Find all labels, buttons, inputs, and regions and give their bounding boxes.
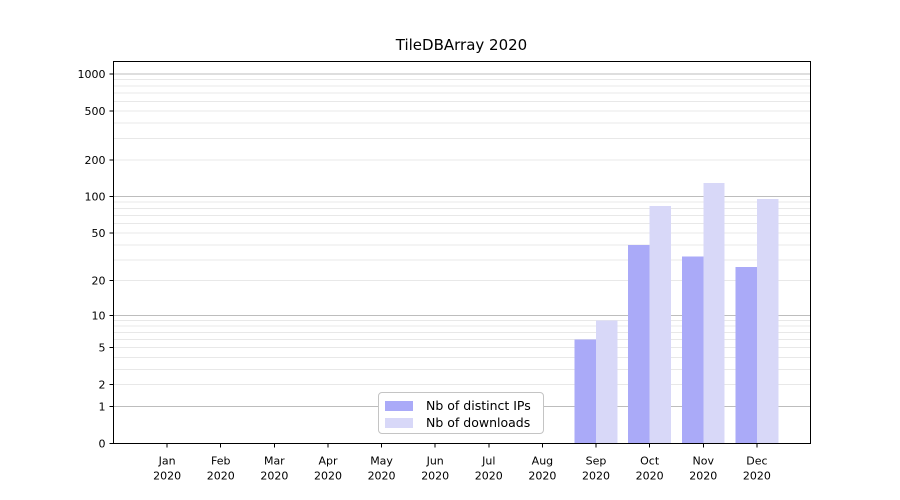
y-tick-label: 2 — [99, 379, 106, 392]
legend-label: Nb of downloads — [426, 415, 531, 430]
y-tick-label: 100 — [85, 191, 106, 204]
x-tick-label-year: 2020 — [207, 470, 235, 483]
x-tick-label-month: Jan — [158, 455, 176, 468]
legend-swatch-downloads — [385, 417, 413, 428]
x-tick-label-month: Nov — [693, 455, 715, 468]
x-tick-label-year: 2020 — [636, 470, 664, 483]
bar-downloads-oct — [649, 205, 672, 444]
legend-label: Nb of distinct IPs — [426, 398, 531, 413]
bar-distinct_ips-dec — [735, 267, 757, 444]
x-tick-label-month: Feb — [211, 455, 230, 468]
legend-item-distinct-ips: Nb of distinct IPs — [385, 397, 543, 414]
y-tick-label: 10 — [92, 309, 106, 322]
x-tick-label-month: Jun — [426, 455, 444, 468]
x-tick-label-month: Oct — [640, 455, 660, 468]
bar-downloads-dec — [756, 198, 779, 444]
x-tick-label-month: Mar — [264, 455, 285, 468]
y-tick-label: 0 — [99, 438, 106, 451]
x-tick-label-month: Sep — [586, 455, 607, 468]
y-tick-label: 200 — [85, 154, 106, 167]
x-tick-label-month: Apr — [318, 455, 338, 468]
x-tick-label-year: 2020 — [528, 470, 556, 483]
bar-distinct_ips-oct — [628, 244, 650, 444]
x-tick-label-month: Dec — [746, 455, 767, 468]
x-tick-label-year: 2020 — [153, 470, 181, 483]
x-tick-label-year: 2020 — [421, 470, 449, 483]
chart-title: TileDBArray 2020 — [395, 36, 528, 54]
legend-item-downloads: Nb of downloads — [385, 414, 543, 431]
legend-swatch-distinct-ips — [385, 400, 413, 411]
bar-distinct_ips-sep — [574, 339, 597, 444]
x-tick-label-month: Aug — [532, 455, 553, 468]
bar-distinct_ips-nov — [681, 256, 704, 444]
y-tick-label: 50 — [92, 227, 106, 240]
y-tick-label: 5 — [99, 342, 106, 355]
legend: Nb of distinct IPs Nb of downloads — [378, 392, 544, 434]
bar-downloads-sep — [596, 320, 618, 444]
x-tick-label-year: 2020 — [314, 470, 342, 483]
y-tick-label: 1000 — [78, 68, 106, 81]
x-tick-label-month: May — [370, 455, 393, 468]
y-tick-label: 20 — [92, 275, 106, 288]
bar-downloads-nov — [703, 182, 725, 444]
y-tick-label: 500 — [85, 105, 106, 118]
x-tick-label-year: 2020 — [582, 470, 610, 483]
x-tick-label-year: 2020 — [689, 470, 717, 483]
plot-frame — [113, 61, 811, 444]
x-tick-label-year: 2020 — [475, 470, 503, 483]
x-tick-label-year: 2020 — [260, 470, 288, 483]
x-tick-label-month: Jul — [481, 455, 495, 468]
y-tick-label: 1 — [99, 400, 106, 413]
x-tick-label-year: 2020 — [368, 470, 396, 483]
x-tick-label-year: 2020 — [743, 470, 771, 483]
